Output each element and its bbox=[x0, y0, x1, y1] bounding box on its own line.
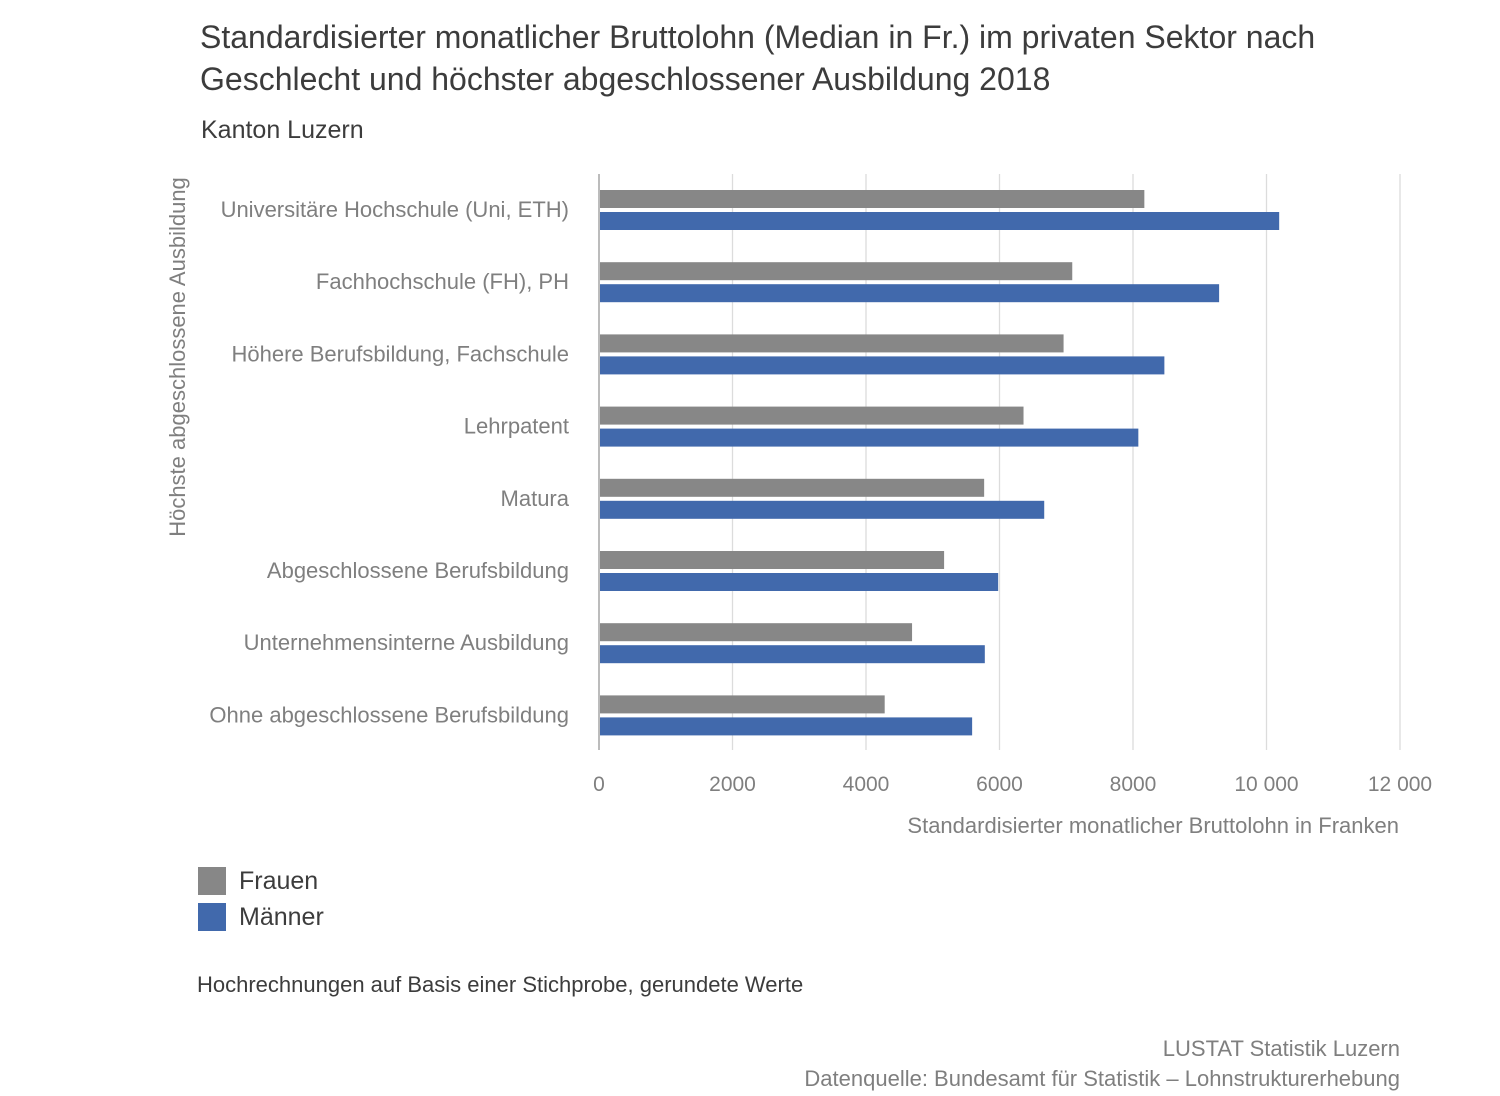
bar-maenner bbox=[600, 356, 1165, 375]
legend-item-maenner: Männer bbox=[198, 899, 324, 935]
x-axis-title: Standardisierter monatlicher Bruttolohn … bbox=[907, 813, 1399, 838]
y-category-label: Abgeschlossene Berufsbildung bbox=[267, 558, 569, 583]
y-category-label: Ohne abgeschlossene Berufsbildung bbox=[209, 702, 569, 727]
bar-frauen bbox=[600, 334, 1064, 353]
x-tick-label: 4000 bbox=[843, 773, 890, 796]
bar-maenner bbox=[600, 717, 973, 736]
bar-maenner bbox=[600, 428, 1139, 447]
bar-chart: 0 2000 4000 6000 8000 10 000 12 000 Universitär… bbox=[165, 174, 1432, 838]
legend-item-frauen: Frauen bbox=[198, 863, 324, 899]
bar-maenner bbox=[600, 212, 1280, 230]
bar-frauen bbox=[600, 406, 1024, 425]
bar-frauen bbox=[600, 695, 885, 714]
legend-swatch-maenner bbox=[198, 903, 226, 931]
x-tick-label: 2000 bbox=[709, 773, 756, 796]
legend-swatch-frauen bbox=[198, 867, 226, 895]
x-tick-label: 0 bbox=[593, 773, 605, 796]
bar-frauen bbox=[600, 190, 1145, 208]
x-tick-label: 8000 bbox=[1110, 773, 1157, 796]
y-category-label: Fachhochschule (FH), PH bbox=[316, 269, 569, 294]
chart-title: Standardisierter monatlicher Bruttolohn … bbox=[200, 19, 1316, 97]
chart-subtitle: Kanton Luzern bbox=[201, 116, 364, 144]
x-tick-label: 10 000 bbox=[1234, 773, 1298, 796]
legend-label-frauen: Frauen bbox=[239, 866, 319, 895]
datasource-text: Datenquelle: Bundesamt für Statistik – L… bbox=[804, 1066, 1400, 1091]
y-category-label: Lehrpatent bbox=[464, 414, 569, 439]
source-block: LUSTAT Statistik Luzern Datenquelle: Bun… bbox=[804, 1034, 1400, 1094]
bar-maenner bbox=[600, 500, 1045, 519]
y-category-label: Unternehmensinterne Ausbildung bbox=[244, 630, 569, 655]
bar-frauen bbox=[600, 551, 945, 569]
bar-frauen bbox=[600, 478, 985, 497]
bar-maenner bbox=[600, 645, 985, 664]
x-tick-label: 12 000 bbox=[1368, 773, 1432, 796]
bar-maenner bbox=[600, 284, 1220, 303]
legend: Frauen Männer bbox=[198, 863, 324, 935]
y-category-label: Universitäre Hochschule (Uni, ETH) bbox=[221, 197, 569, 222]
y-axis-title: Höchste abgeschlossene Ausbildung bbox=[165, 177, 190, 537]
x-tick-label: 6000 bbox=[976, 773, 1023, 796]
bar-maenner bbox=[600, 573, 999, 591]
publisher-text: LUSTAT Statistik Luzern bbox=[1162, 1036, 1400, 1061]
legend-label-maenner: Männer bbox=[239, 902, 324, 931]
y-category-label: Höhere Berufsbildung, Fachschule bbox=[231, 341, 569, 366]
y-category-label: Matura bbox=[501, 486, 570, 511]
footnote: Hochrechnungen auf Basis einer Stichprob… bbox=[197, 972, 804, 997]
bar-frauen bbox=[600, 623, 913, 642]
bar-frauen bbox=[600, 262, 1073, 281]
